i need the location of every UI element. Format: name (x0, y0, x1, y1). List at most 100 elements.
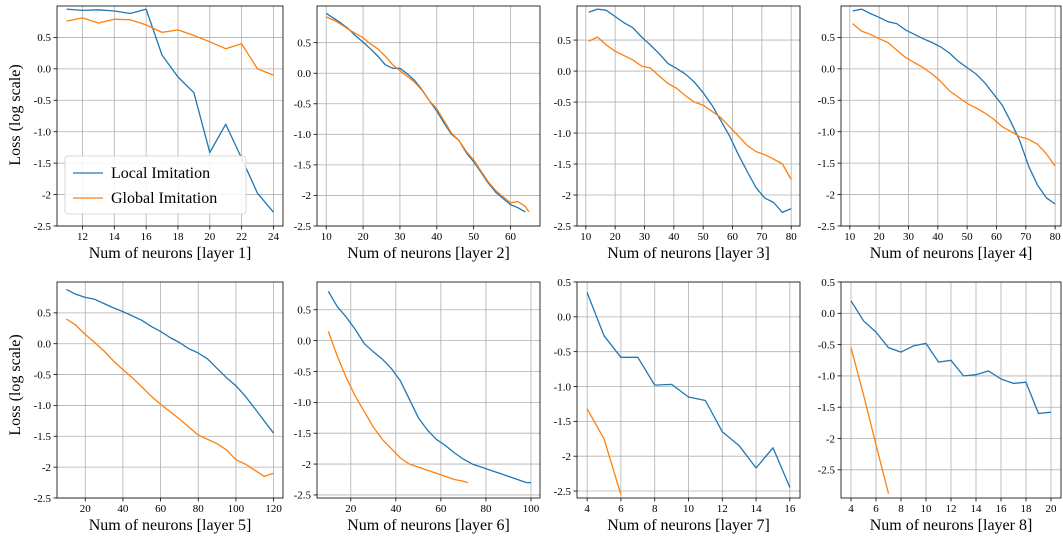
x-axis-label: Num of neurons [layer 6] (347, 517, 510, 534)
x-tick-label: 60 (155, 503, 167, 515)
chart-panel-1: 12 14 16 18 20 22 24 -2.5 -2 -1.5 -1.0 -0.5 0.0 0.5 Nu… (34, 5, 284, 262)
x-tick-label: 40 (668, 231, 680, 243)
y-tick-label: 0.0 (37, 64, 51, 76)
y-tick-label: -0.5 (554, 346, 572, 358)
x-tick-label: 100 (523, 503, 540, 515)
plot-frame (56, 5, 284, 227)
y-tick-label: -2.5 (294, 221, 312, 233)
series-line-global (325, 16, 530, 213)
y-tick-label: 0.0 (297, 68, 311, 80)
x-tick-label: 20 (1046, 503, 1058, 515)
y-tick-label: -2 (826, 189, 835, 201)
x-tick-label: 40 (390, 503, 402, 515)
x-tick-label: 80 (193, 503, 205, 515)
y-axis-label-bottom: Loss (log scale) (7, 334, 24, 435)
x-tick-label: 10 (921, 503, 933, 515)
y-tick-label: 0.5 (821, 32, 835, 44)
y-tick-label: -0.5 (294, 366, 312, 378)
y-tick-label: -2.5 (34, 221, 52, 233)
series-line-local (586, 292, 791, 488)
y-tick-label: -0.5 (34, 369, 52, 381)
x-tick-label: 60 (991, 231, 1003, 243)
x-tick-label: 80 (1050, 231, 1062, 243)
x-tick-label: 60 (727, 231, 739, 243)
x-tick-label: 20 (358, 231, 370, 243)
y-axis-label-top: Loss (log scale) (7, 64, 24, 165)
legend-label-global: Global Imitation (111, 190, 217, 207)
x-tick-label: 16 (784, 503, 796, 515)
x-tick-label: 12 (946, 503, 957, 515)
series-line-local (325, 12, 526, 213)
series-line-local (327, 290, 531, 484)
x-tick-label: 30 (394, 231, 406, 243)
y-tick-label: -1.5 (818, 158, 836, 170)
x-tick-label: 40 (117, 503, 129, 515)
x-tick-label: 8 (652, 503, 658, 515)
y-tick-label: -1.5 (34, 158, 52, 170)
series-line-global (850, 347, 890, 494)
x-tick-label: 20 (874, 231, 886, 243)
y-tick-label: -2.5 (34, 493, 52, 505)
x-tick-label: 120 (265, 503, 282, 515)
x-tick-label: 10 (683, 503, 695, 515)
y-tick-label: -2.5 (554, 221, 572, 233)
y-tick-label: 0.0 (821, 308, 835, 320)
chart-panel-8: 4 6 8 10 12 14 16 18 20 -2.5 -2 -1.5 -1.0 -0.5 0.0 0.5 N… (818, 277, 1062, 534)
x-tick-label: 20 (80, 503, 92, 515)
x-tick-label: 6 (873, 503, 879, 515)
x-tick-label: 20 (610, 231, 622, 243)
y-tick-label: -0.5 (818, 95, 836, 107)
chart-panel-2: 10 20 30 40 50 60 -2.5 -2 -1.5 -1.0 -0.5 0.0 0.5 Num … (294, 5, 541, 262)
y-tick-label: 0.0 (37, 339, 51, 351)
x-tick-label: 20 (204, 231, 216, 243)
y-tick-label: -1.0 (294, 129, 312, 141)
y-tick-label: 0.0 (557, 66, 571, 78)
plot-frame (840, 5, 1062, 227)
x-tick-label: 80 (786, 231, 798, 243)
series-line-global (588, 36, 792, 180)
y-tick-label: -1.5 (34, 431, 52, 443)
x-tick-label: 20 (345, 503, 357, 515)
series-line-global (66, 318, 274, 478)
y-tick-label: -2.5 (554, 486, 572, 498)
x-tick-label: 6 (618, 503, 624, 515)
legend-label-local: Local Imitation (111, 165, 210, 182)
x-tick-label: 100 (228, 503, 245, 515)
x-tick-label: 18 (1021, 503, 1033, 515)
y-tick-label: 0.0 (821, 64, 835, 76)
x-axis-label: Num of neurons [layer 7] (607, 517, 770, 534)
y-tick-label: -2 (562, 190, 571, 202)
x-tick-label: 14 (109, 231, 121, 243)
y-tick-label: -2.5 (818, 221, 836, 233)
plot-frame (316, 281, 541, 499)
chart-panel-7: 4 6 8 10 12 14 16 -2.5 -2 -1.5 -1.0 -0.5 0.0 0.5 Num o… (554, 277, 801, 534)
x-tick-label: 14 (971, 503, 983, 515)
x-tick-label: 22 (236, 231, 247, 243)
x-tick-label: 70 (756, 231, 768, 243)
x-tick-label: 80 (480, 503, 492, 515)
y-tick-label: -2 (42, 462, 51, 474)
x-tick-label: 60 (505, 231, 517, 243)
x-tick-label: 40 (431, 231, 443, 243)
y-tick-label: -1.0 (294, 397, 312, 409)
x-tick-label: 40 (932, 231, 944, 243)
y-tick-label: -1.0 (554, 128, 572, 140)
x-tick-label: 10 (321, 231, 333, 243)
y-tick-label: 0.0 (557, 312, 571, 324)
x-tick-label: 16 (141, 231, 153, 243)
y-tick-label: -2.5 (294, 490, 312, 502)
y-tick-label: -2 (302, 190, 311, 202)
x-tick-label: 10 (844, 231, 856, 243)
y-tick-label: -1.0 (818, 371, 836, 383)
x-tick-label: 30 (639, 231, 651, 243)
y-tick-label: 0.5 (297, 305, 311, 317)
y-tick-label: -2 (826, 433, 835, 445)
x-tick-label: 4 (848, 503, 854, 515)
series-line-local (66, 288, 275, 434)
x-tick-label: 4 (584, 503, 590, 515)
x-tick-label: 24 (268, 231, 280, 243)
y-tick-label: 0.5 (557, 277, 571, 289)
x-axis-label: Num of neurons [layer 3] (607, 245, 770, 262)
y-tick-label: -0.5 (554, 97, 572, 109)
